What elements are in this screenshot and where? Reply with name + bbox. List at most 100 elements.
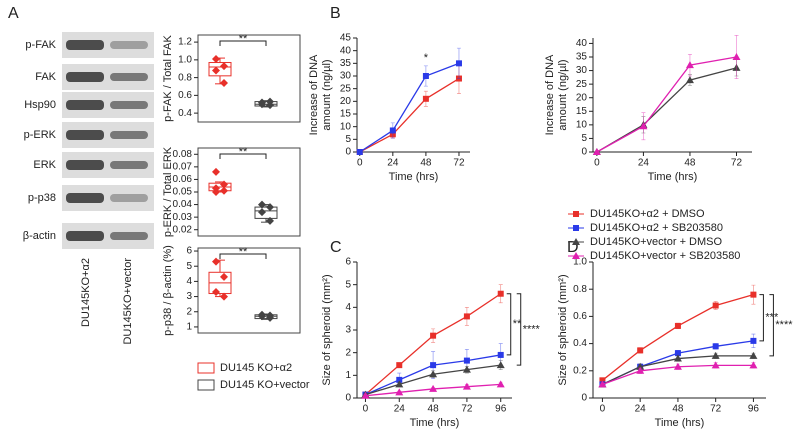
y-tick-label: 5: [345, 279, 351, 290]
y-tick-label: 0.03: [173, 212, 193, 223]
legend-label: DU145 KO+vector: [220, 379, 310, 391]
y-tick-label: 10: [340, 121, 352, 132]
band-label: p-FAK: [25, 39, 56, 51]
band: [66, 40, 104, 50]
data-point: [712, 302, 719, 309]
data-point: [389, 127, 396, 134]
x-tick-label: 48: [428, 404, 440, 415]
data-point: [639, 122, 648, 130]
significance-bracket: [769, 294, 774, 357]
legend-marker: [573, 225, 579, 231]
data-point: [395, 380, 404, 388]
data-point: [220, 272, 228, 281]
data-point: [497, 351, 504, 358]
series-line: [359, 77, 460, 153]
data-point: [212, 54, 220, 63]
x-tick-label: 48: [672, 404, 684, 415]
data-point: [212, 66, 220, 75]
data-point: [258, 208, 266, 217]
data-point: [429, 384, 438, 392]
y-tick-label: 5: [345, 134, 351, 145]
significance: *: [424, 52, 429, 64]
y-tick-label: 40: [576, 38, 588, 49]
data-point: [455, 60, 462, 67]
y-tick-label: 10: [576, 119, 588, 130]
y-tick-label: 35: [576, 52, 588, 63]
y-tick-label: 0.2: [573, 365, 587, 376]
data-point: [266, 97, 274, 106]
significance: **: [239, 146, 248, 158]
y-axis-title: Size of spheroid (mm²): [321, 274, 333, 385]
y-axis-title: amount (ng/µl): [557, 59, 569, 130]
y-tick-label: 1: [186, 322, 192, 333]
data-point: [711, 361, 720, 369]
series-line: [596, 56, 737, 153]
data-point: [750, 291, 757, 298]
legend-marker: [572, 238, 580, 245]
data-point: [220, 292, 228, 301]
data-point: [462, 365, 471, 373]
data-point: [220, 62, 228, 71]
data-point: [749, 361, 758, 369]
x-tick-label: 24: [387, 158, 399, 169]
series-line: [359, 62, 460, 153]
band-label: FAK: [35, 71, 56, 83]
y-tick-label: 40: [340, 45, 352, 56]
panel-label: C: [330, 239, 342, 256]
significance-bracket: [219, 153, 267, 159]
data-point: [258, 312, 266, 321]
data-point: [636, 366, 645, 374]
data-point: [266, 203, 274, 212]
x-tick-label: 24: [635, 404, 647, 415]
significance: ****: [775, 319, 793, 331]
band: [66, 160, 104, 170]
legend-marker: [572, 252, 580, 259]
series-line: [596, 67, 737, 153]
band: [110, 161, 148, 169]
y-axis-title: amount (ng/µl): [321, 59, 333, 130]
y-tick-label: 0.04: [173, 199, 193, 210]
band: [66, 130, 104, 140]
y-tick-label: 5: [186, 261, 192, 272]
y-tick-label: 20: [576, 92, 588, 103]
data-point: [463, 313, 470, 320]
y-tick-label: 1.2: [178, 37, 192, 48]
data-point: [673, 354, 682, 362]
x-axis-title: Time (hrs): [410, 417, 460, 429]
band: [66, 193, 104, 203]
y-tick-label: 0.6: [178, 90, 192, 101]
data-point: [220, 186, 228, 195]
series-line: [365, 293, 502, 396]
data-point: [429, 370, 438, 378]
legend-label: DU145KO+α2 + SB203580: [590, 222, 723, 234]
panel-label: D: [567, 239, 579, 256]
band-label: Hsp90: [24, 99, 56, 111]
data-point: [685, 61, 694, 69]
y-tick-label: 35: [340, 58, 352, 69]
y-tick-label: 1.0: [573, 257, 587, 268]
data-point: [212, 188, 220, 196]
y-tick-label: 0.08: [173, 149, 193, 160]
data-point: [395, 388, 404, 396]
y-axis-title: Increase of DNA: [544, 54, 556, 135]
legend-marker: [573, 211, 579, 217]
band-label: p-ERK: [24, 129, 57, 141]
y-tick-label: 25: [576, 79, 588, 90]
box: [254, 206, 278, 219]
data-point: [749, 351, 758, 359]
y-tick-label: 0: [581, 147, 587, 158]
legend-swatch: [197, 379, 215, 391]
y-tick-label: 15: [340, 109, 352, 120]
legend-label: DU145KO+vector + SB203580: [590, 250, 740, 262]
data-point: [674, 350, 681, 357]
data-point: [637, 347, 644, 354]
data-point: [497, 290, 504, 297]
x-tick-label: 72: [461, 404, 473, 415]
y-tick-label: 0.07: [173, 161, 193, 172]
y-tick-label: 0.4: [178, 108, 192, 119]
data-point: [396, 362, 403, 369]
x-tick-label: 72: [453, 158, 465, 169]
y-tick-label: 25: [340, 83, 352, 94]
legend-label: DU145 KO+α2: [220, 362, 292, 374]
